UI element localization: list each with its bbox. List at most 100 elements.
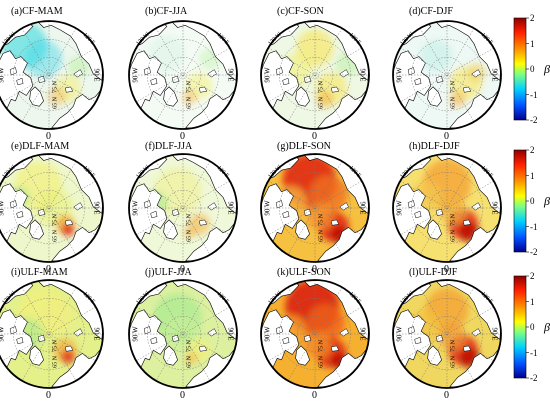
lat-label: 75 N bbox=[186, 339, 192, 352]
island bbox=[407, 200, 415, 209]
lat-label: 65 N bbox=[450, 355, 456, 368]
island bbox=[73, 202, 83, 211]
lat-label: 65 N bbox=[450, 96, 456, 109]
lat-label: 75 N bbox=[186, 213, 192, 226]
colorbar-tick-label: 2 bbox=[530, 271, 535, 281]
latitude-circle bbox=[30, 315, 68, 353]
colorbar-unit: β bbox=[544, 320, 550, 334]
colorbar-unit: β bbox=[544, 62, 550, 76]
meridian-line bbox=[136, 180, 230, 236]
panel-title: (g)DLF-SON bbox=[277, 141, 331, 152]
panel-title: (a)CF-MAM bbox=[11, 6, 63, 17]
field-anomaly bbox=[449, 91, 466, 108]
latitude-circle bbox=[428, 315, 466, 353]
field-anomaly bbox=[67, 56, 90, 78]
lon-label-right: 90 E bbox=[490, 327, 498, 340]
lon-label-right: 90 E bbox=[92, 201, 100, 214]
lon-label-bottom: 0 bbox=[444, 264, 449, 275]
field-anomaly bbox=[43, 301, 76, 334]
island bbox=[73, 328, 83, 337]
land-mass bbox=[0, 183, 34, 242]
map-frame bbox=[0, 279, 104, 389]
field-anomaly bbox=[420, 39, 453, 73]
island bbox=[171, 75, 179, 83]
lat-label: 75 N bbox=[450, 80, 456, 93]
lon-label-left: 90 W bbox=[0, 326, 6, 342]
lon-label-bottom: 0 bbox=[444, 131, 449, 142]
map-frame bbox=[128, 153, 238, 263]
lon-label-right: 90 E bbox=[490, 201, 498, 214]
latitude-circle bbox=[164, 56, 202, 94]
lat-label: 75 N bbox=[318, 80, 324, 93]
island bbox=[407, 326, 415, 335]
island bbox=[330, 86, 340, 93]
lon-label-left: 90 W bbox=[396, 326, 404, 342]
colorbar-gradient bbox=[513, 149, 527, 253]
lat-label: 65 N bbox=[186, 229, 192, 242]
lon-label-bottom: 0 bbox=[180, 264, 185, 275]
island bbox=[16, 77, 24, 85]
meridian-line bbox=[2, 306, 96, 362]
island bbox=[275, 67, 283, 76]
island bbox=[275, 326, 283, 335]
island bbox=[143, 200, 151, 209]
lon-label-right: 90 E bbox=[358, 68, 366, 81]
latitude-circle bbox=[30, 189, 68, 227]
colorbar-tick-label: -2 bbox=[530, 115, 538, 125]
field-anomaly bbox=[316, 90, 334, 108]
lat-label: 65 N bbox=[186, 355, 192, 368]
lon-label-bottom: 0 bbox=[46, 131, 51, 142]
colorbar-tick-label: 1 bbox=[530, 296, 535, 307]
lat-label: 65 N bbox=[186, 96, 192, 109]
island bbox=[303, 334, 311, 342]
lat-label: 65 N bbox=[52, 96, 58, 109]
lat-label: 75 N bbox=[318, 213, 324, 226]
panel-title: (c)CF-SON bbox=[277, 6, 324, 17]
lon-label-left: 90 W bbox=[264, 326, 272, 342]
lat-label: 75 N bbox=[450, 213, 456, 226]
land-mass bbox=[261, 183, 300, 242]
meridian-line bbox=[268, 306, 362, 362]
colorbar-tick-label: 1 bbox=[530, 170, 535, 181]
land-mass bbox=[129, 50, 168, 109]
lon-label-bottom: 0 bbox=[180, 131, 185, 142]
island bbox=[171, 334, 179, 342]
lon-label-right: 90 E bbox=[226, 68, 234, 81]
colorbar bbox=[513, 275, 529, 379]
map-frame bbox=[128, 20, 238, 130]
field-anomaly bbox=[181, 90, 198, 106]
colorbar-gradient bbox=[513, 17, 527, 121]
lat-label: 65 N bbox=[52, 355, 58, 368]
colorbar-unit: β bbox=[544, 194, 550, 208]
island bbox=[462, 219, 472, 226]
island bbox=[207, 69, 217, 78]
panel-title: (i)ULF-MAM bbox=[11, 267, 68, 278]
island bbox=[435, 208, 443, 216]
island bbox=[339, 328, 349, 337]
meridian-line bbox=[268, 47, 362, 103]
island bbox=[9, 67, 17, 76]
panel-title: (d)CF-DJF bbox=[409, 6, 453, 17]
colorbar bbox=[513, 149, 529, 253]
colorbar-tick-label: 2 bbox=[530, 13, 535, 23]
lon-label-right: 90 E bbox=[490, 68, 498, 81]
colorbar-tick-label: 0 bbox=[530, 64, 535, 74]
lon-label-left: 90 W bbox=[264, 200, 272, 216]
island bbox=[198, 86, 208, 93]
colorbar-tick-label: 2 bbox=[530, 145, 535, 155]
lon-label-right: 90 E bbox=[92, 327, 100, 340]
island bbox=[150, 336, 158, 344]
lat-label: 65 N bbox=[52, 229, 58, 242]
island bbox=[471, 328, 481, 337]
lon-label-left: 90 W bbox=[396, 200, 404, 216]
latitude-circle bbox=[428, 189, 466, 227]
panel-title: (f)DLF-JJA bbox=[145, 141, 193, 152]
meridian-line bbox=[21, 161, 77, 255]
